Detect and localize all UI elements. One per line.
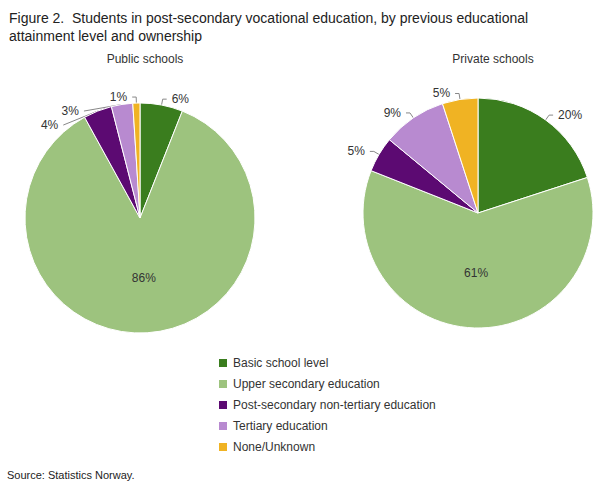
svg-text:Upper secondary education: Upper secondary education [233,377,380,391]
svg-text:Figure 2. Students in post-se: Figure 2. Students in post-secondary voc… [9,10,532,26]
svg-text:9%: 9% [384,106,402,120]
svg-text:1%: 1% [110,90,128,104]
svg-text:3%: 3% [62,104,80,118]
svg-text:Public schools: Public schools [107,52,184,66]
svg-text:61%: 61% [464,266,488,280]
svg-text:5%: 5% [433,86,451,100]
svg-text:5%: 5% [348,144,366,158]
svg-text:Post-secondary non-tertiary ed: Post-secondary non-tertiary education [233,398,436,412]
svg-text:Tertiary education: Tertiary education [233,419,328,433]
svg-text:20%: 20% [558,108,582,122]
svg-text:Private schools: Private schools [452,52,533,66]
svg-text:Source: Statistics Norway.: Source: Statistics Norway. [7,469,135,481]
svg-text:None/Unknown: None/Unknown [233,440,315,454]
svg-text:86%: 86% [132,271,156,285]
svg-text:4%: 4% [41,118,59,132]
svg-text:attainment level and ownership: attainment level and ownership [9,28,202,44]
svg-text:6%: 6% [172,92,190,106]
svg-text:Basic school level: Basic school level [233,356,328,370]
